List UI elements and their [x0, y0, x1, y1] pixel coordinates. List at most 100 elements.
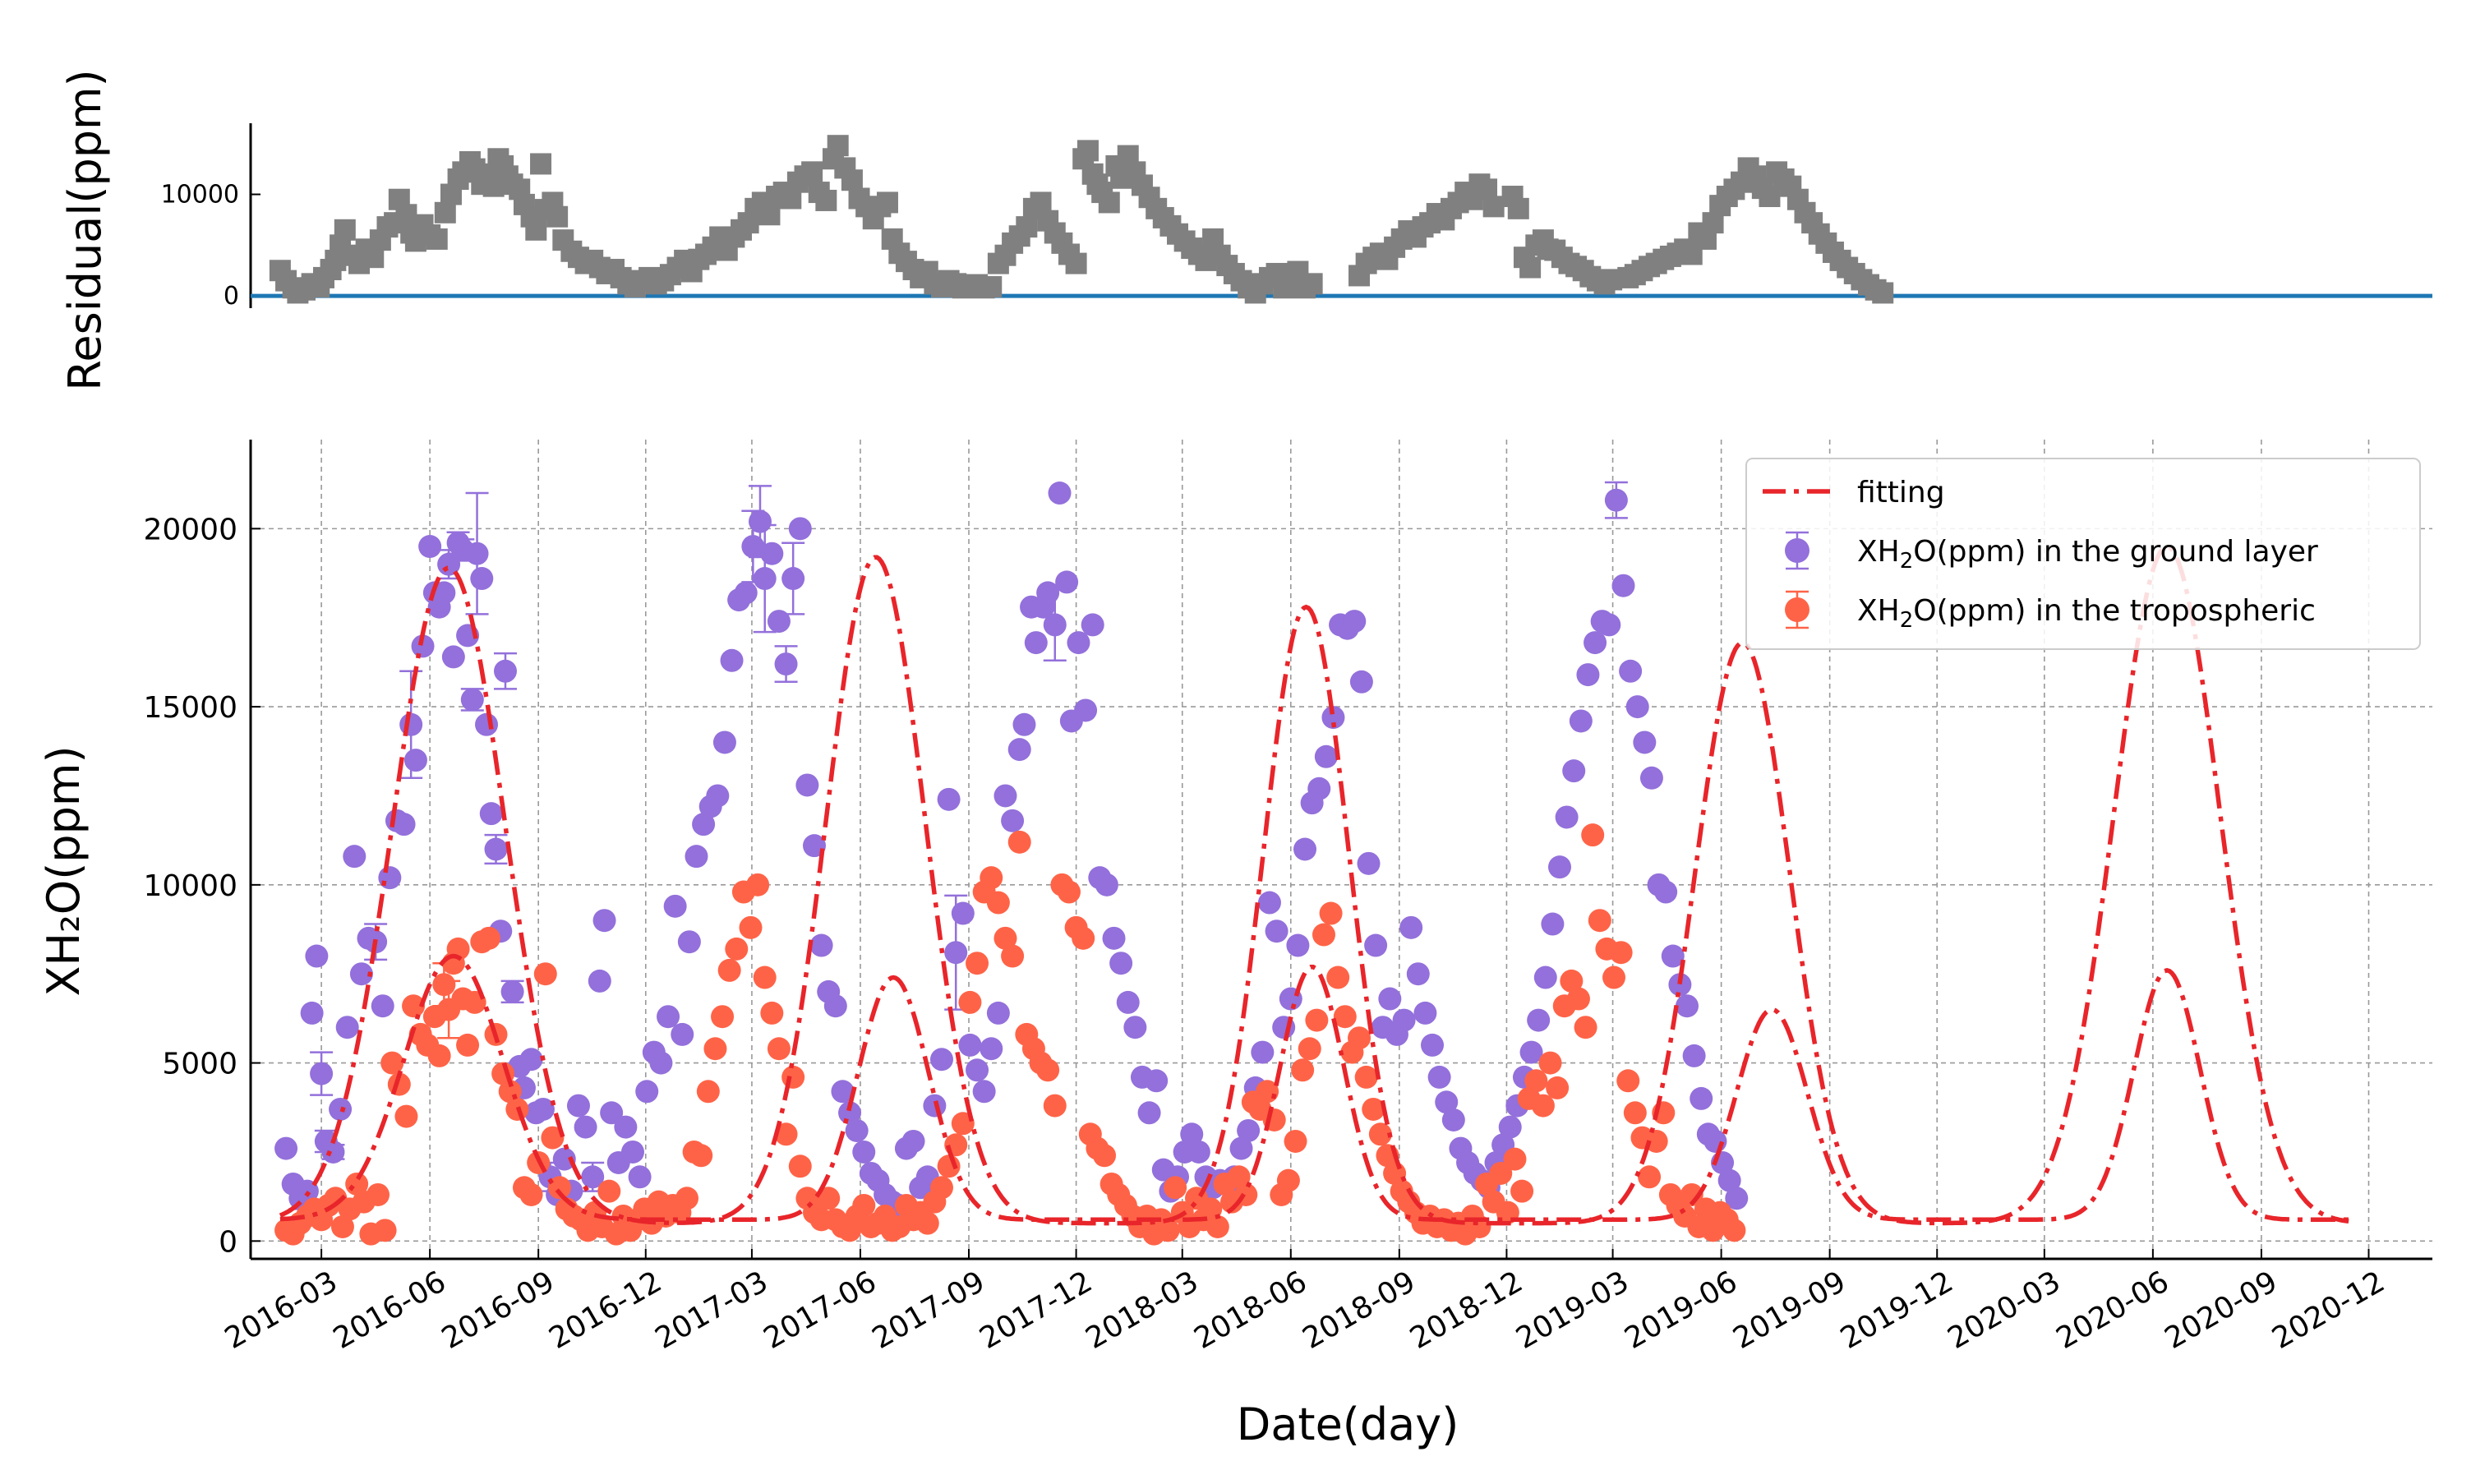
- ground-layer-point: [335, 1016, 359, 1039]
- ground-layer-point: [685, 845, 708, 869]
- ground-layer-point: [1116, 990, 1140, 1014]
- tropospheric-point: [774, 1122, 798, 1146]
- tropospheric-point: [1560, 969, 1584, 993]
- residual-point: [1030, 191, 1052, 214]
- ground-layer-point: [432, 581, 456, 605]
- tropospheric-point: [746, 873, 770, 896]
- tropospheric-point: [1298, 1037, 1321, 1061]
- tropospheric-point: [1574, 1016, 1597, 1039]
- ground-layer-point: [1725, 1187, 1749, 1210]
- ground-layer-point: [1527, 1008, 1551, 1032]
- ground-layer-point: [1597, 613, 1621, 637]
- tropospheric-point: [427, 1044, 451, 1067]
- ground-layer-point: [1187, 1140, 1210, 1164]
- tropospheric-point: [432, 973, 456, 997]
- ground-layer-point: [274, 1136, 298, 1160]
- ground-layer-point: [901, 1129, 925, 1153]
- ground-layer-point: [1036, 581, 1060, 605]
- tropospheric-point: [1227, 1165, 1251, 1189]
- residual-y-tick-label: 0: [224, 282, 239, 311]
- residual-point: [426, 228, 448, 250]
- tropospheric-point: [788, 1154, 812, 1178]
- tropospheric-point: [1348, 1026, 1371, 1050]
- ground-layer-point: [809, 933, 833, 957]
- tropospheric-point: [1489, 1161, 1513, 1185]
- ground-layer-point: [1682, 1044, 1706, 1067]
- ground-layer-point: [349, 962, 373, 986]
- ground-layer-point: [966, 1058, 989, 1082]
- ground-layer-point: [1519, 1040, 1543, 1064]
- ground-layer-point: [1661, 944, 1685, 968]
- residual-point: [1507, 197, 1529, 219]
- ground-layer-point: [1668, 973, 1692, 997]
- tropospheric-point: [1276, 1168, 1300, 1192]
- ground-layer-point: [470, 567, 494, 591]
- ground-layer-point: [1633, 730, 1657, 754]
- tropospheric-point: [373, 1219, 397, 1242]
- ground-layer-point: [980, 1037, 1003, 1061]
- ground-layer-point: [628, 1165, 652, 1189]
- ground-layer-point: [852, 1140, 876, 1164]
- residual-point: [1098, 191, 1120, 214]
- ground-layer-point: [1055, 570, 1079, 594]
- residual-point: [434, 201, 456, 224]
- ground-layer-point: [1180, 1122, 1204, 1146]
- ground-layer-point: [321, 1140, 345, 1164]
- main-y-axis-title-text: XH₂O(ppm): [38, 745, 90, 996]
- ground-layer-point: [1349, 670, 1373, 694]
- legend: fitting XH2O(ppm) in the ground layer XH2O…: [1745, 458, 2421, 650]
- ground-layer-point: [1675, 994, 1699, 1018]
- tropospheric-point: [548, 1176, 572, 1200]
- tropospheric-point: [725, 937, 749, 961]
- ground-layer-point: [1265, 919, 1289, 943]
- tropospheric-point: [929, 1176, 953, 1200]
- ground-layer-point: [1639, 766, 1663, 790]
- ground-layer-point: [767, 610, 791, 634]
- ground-layer-point: [838, 1101, 862, 1125]
- tropospheric-point: [1616, 1069, 1640, 1093]
- ground-layer-point: [692, 813, 716, 836]
- ground-layer-point: [592, 909, 616, 933]
- residual-point: [801, 161, 823, 183]
- ground-layer-point: [1229, 1136, 1253, 1160]
- ground-layer-point: [479, 802, 503, 826]
- tropospheric-point: [817, 1187, 841, 1210]
- ground-layer-point: [1024, 631, 1048, 655]
- main-x-tick-label: 2019-09: [1727, 1265, 1851, 1356]
- ground-layer-point: [1392, 1008, 1416, 1032]
- ground-layer-point: [1307, 777, 1331, 800]
- ground-layer-point: [403, 749, 427, 772]
- tropospheric-point: [1602, 966, 1626, 989]
- ground-layer-point: [720, 648, 744, 672]
- legend-label: XH2O(ppm) in the tropospheric: [1857, 594, 2316, 633]
- tropospheric-point: [1722, 1219, 1746, 1242]
- ground-layer-point: [1102, 926, 1126, 950]
- main-x-tick-label: 2018-09: [1298, 1265, 1422, 1356]
- ground-layer-point: [1257, 891, 1281, 915]
- tropospheric-point: [394, 1104, 418, 1128]
- tropospheric-point: [980, 866, 1003, 890]
- tropospheric-point: [993, 926, 1017, 950]
- tropospheric-point: [958, 990, 982, 1014]
- ground-layer-point: [310, 1062, 334, 1085]
- ground-layer-point: [1421, 1033, 1445, 1057]
- ground-layer-point: [1562, 759, 1586, 783]
- main-x-tick-label: 2016-12: [544, 1265, 668, 1356]
- ground-layer-point: [944, 941, 968, 965]
- ground-layer-point: [465, 542, 489, 565]
- ground-layer-point: [663, 894, 687, 918]
- ground-layer-point: [614, 1115, 638, 1139]
- ground-layer-point: [378, 866, 402, 890]
- main-x-tick-label: 2019-06: [1619, 1265, 1743, 1356]
- ground-layer-point: [1137, 1101, 1161, 1125]
- ground-layer-point: [1498, 1115, 1522, 1139]
- ground-layer-point: [1548, 855, 1571, 879]
- ground-layer-point: [677, 930, 701, 954]
- ground-layer-point: [1237, 1118, 1261, 1142]
- legend-box: [1745, 458, 2421, 650]
- residual-point: [525, 219, 547, 241]
- tropospheric-point: [477, 926, 500, 950]
- main-x-tick-label: 2017-03: [650, 1265, 774, 1356]
- ground-layer-point: [1074, 698, 1098, 722]
- residual-point: [758, 204, 781, 226]
